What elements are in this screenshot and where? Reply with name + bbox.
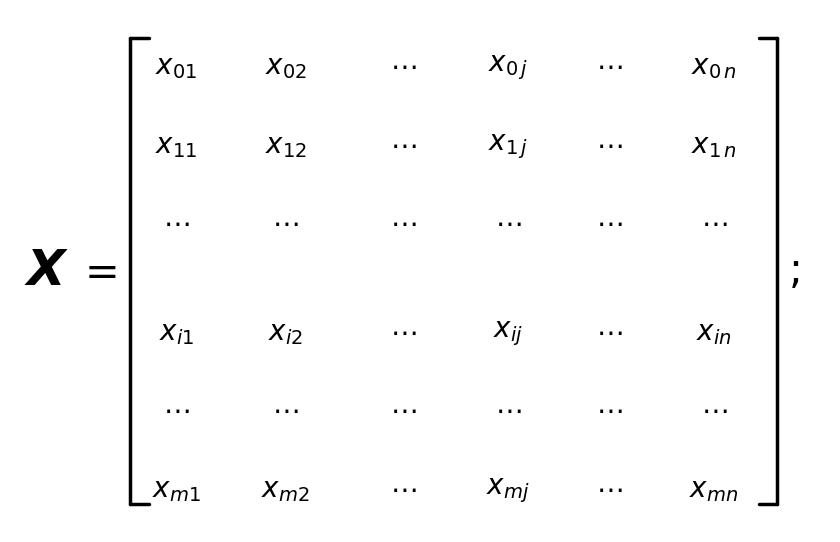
Text: $x_{i2}$: $x_{i2}$ [268, 320, 303, 347]
Text: $\cdots$: $\cdots$ [596, 211, 622, 238]
Text: $x_{1\,j}$: $x_{1\,j}$ [488, 132, 528, 160]
Text: $x_{m2}$: $x_{m2}$ [261, 477, 310, 504]
Text: $\cdots$: $\cdots$ [163, 398, 190, 425]
Text: $\cdots$: $\cdots$ [596, 133, 622, 160]
Text: $\cdots$: $\cdots$ [390, 133, 417, 160]
Text: $x_{i1}$: $x_{i1}$ [159, 320, 194, 347]
Text: $\cdots$: $\cdots$ [495, 398, 522, 425]
Text: $x_{ij}$: $x_{ij}$ [493, 319, 523, 347]
Text: $=$: $=$ [76, 250, 117, 292]
Text: $\cdots$: $\cdots$ [272, 211, 299, 238]
Text: $x_{in}$: $x_{in}$ [696, 320, 732, 347]
Text: $x_{1\,n}$: $x_{1\,n}$ [691, 133, 737, 160]
Text: $x_{mj}$: $x_{mj}$ [486, 476, 530, 505]
Text: $x_{mn}$: $x_{mn}$ [690, 477, 738, 504]
Text: $\cdots$: $\cdots$ [390, 211, 417, 238]
Text: $x_{0\,n}$: $x_{0\,n}$ [691, 54, 737, 81]
Text: $x_{12}$: $x_{12}$ [265, 133, 307, 160]
Text: $\cdots$: $\cdots$ [596, 477, 622, 504]
Text: $x_{02}$: $x_{02}$ [265, 54, 307, 81]
Text: $\cdots$: $\cdots$ [596, 54, 622, 81]
Text: $x_{01}$: $x_{01}$ [155, 54, 197, 81]
Text: $x_{0\,j}$: $x_{0\,j}$ [488, 54, 528, 82]
Text: $\cdots$: $\cdots$ [596, 320, 622, 347]
Text: $\cdots$: $\cdots$ [163, 211, 190, 238]
Text: $\cdots$: $\cdots$ [390, 398, 417, 425]
Text: $\cdots$: $\cdots$ [701, 398, 727, 425]
Text: $\cdots$: $\cdots$ [495, 211, 522, 238]
Text: $;$: $;$ [788, 250, 800, 292]
Text: $\cdots$: $\cdots$ [272, 398, 299, 425]
Text: $\cdots$: $\cdots$ [596, 398, 622, 425]
Text: $x_{m1}$: $x_{m1}$ [152, 477, 201, 504]
Text: $\cdots$: $\cdots$ [701, 211, 727, 238]
Text: $\cdots$: $\cdots$ [390, 477, 417, 504]
Text: $\cdots$: $\cdots$ [390, 54, 417, 81]
Text: $\boldsymbol{X}$: $\boldsymbol{X}$ [24, 246, 69, 296]
Text: $\cdots$: $\cdots$ [390, 320, 417, 347]
Text: $x_{11}$: $x_{11}$ [155, 133, 197, 160]
